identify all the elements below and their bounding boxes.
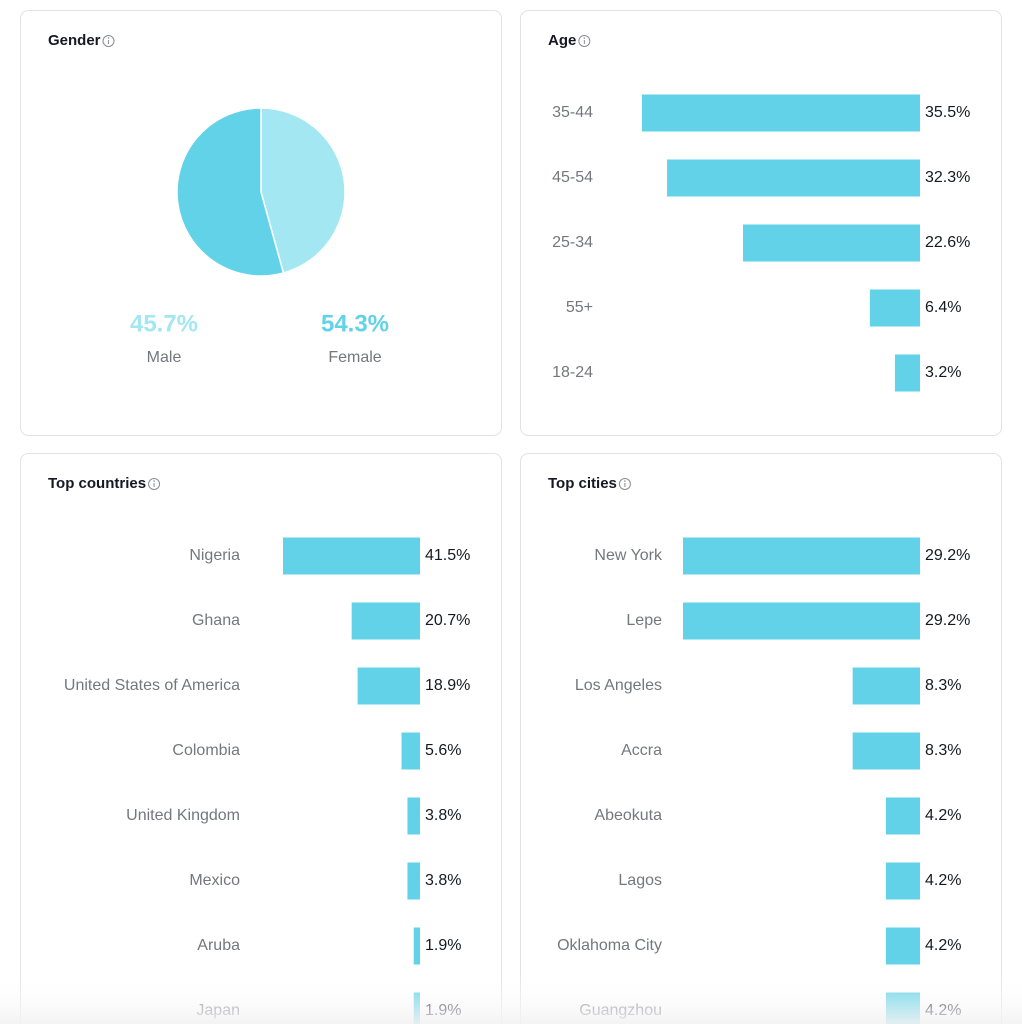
legend-label: Male <box>147 349 182 366</box>
card-title: Top cities <box>548 475 617 492</box>
value-label: 8.3% <box>925 677 961 694</box>
bar <box>743 224 920 262</box>
bar <box>683 602 920 640</box>
value-label: 1.9% <box>425 937 461 954</box>
value-label: 32.3% <box>925 169 970 186</box>
category-label: 25-34 <box>552 234 593 251</box>
bar <box>642 94 920 132</box>
category-label: Aruba <box>197 937 240 954</box>
value-label: 20.7% <box>425 612 470 629</box>
value-label: 29.2% <box>925 547 970 564</box>
info-icon-dot <box>624 480 626 482</box>
value-label: 3.2% <box>925 364 961 381</box>
value-label: 45.7% <box>130 310 198 337</box>
info-icon[interactable] <box>578 35 591 47</box>
value-label: 5.6% <box>425 742 461 759</box>
bar <box>351 602 420 640</box>
category-label: Abeokuta <box>594 807 662 824</box>
category-label: Ghana <box>192 612 240 629</box>
card <box>520 453 1002 1024</box>
bar <box>407 862 420 900</box>
category-label: United States of America <box>64 677 240 694</box>
category-label: 45-54 <box>552 169 593 186</box>
category-label: 35-44 <box>552 104 593 121</box>
scroll-fade <box>0 975 1022 1024</box>
info-icon-dot <box>583 37 586 39</box>
category-label: Mexico <box>189 872 240 889</box>
bar <box>407 797 420 835</box>
bar <box>683 537 920 575</box>
pie-slice <box>260 107 346 274</box>
value-label: 4.2% <box>925 872 961 889</box>
category-label: Colombia <box>172 742 240 759</box>
value-label: 18.9% <box>425 677 470 694</box>
bar <box>667 159 920 197</box>
legend-label: Female <box>328 349 381 366</box>
bar <box>869 289 920 327</box>
bar <box>852 732 920 770</box>
info-icon-dot <box>107 37 110 39</box>
value-label: 6.4% <box>925 299 961 316</box>
category-label: Lepe <box>626 612 662 629</box>
value-label: 4.2% <box>925 937 961 954</box>
category-label: 55+ <box>566 299 593 316</box>
category-label: Los Angeles <box>575 677 662 694</box>
value-label: 22.6% <box>925 234 970 251</box>
pie-slice <box>176 107 285 277</box>
category-label: Lagos <box>618 872 662 889</box>
card-title: Top countries <box>48 475 146 492</box>
value-label: 29.2% <box>925 612 970 629</box>
bar <box>357 667 420 705</box>
value-label: 35.5% <box>925 104 970 121</box>
card-title: Gender <box>48 32 101 49</box>
value-label: 8.3% <box>925 742 961 759</box>
bar <box>401 732 420 770</box>
value-label: 3.8% <box>425 807 461 824</box>
category-label: United Kingdom <box>126 807 240 824</box>
card-title: Age <box>548 32 576 49</box>
category-label: Oklahoma City <box>557 937 662 954</box>
bar <box>413 927 420 965</box>
info-icon[interactable] <box>618 478 631 490</box>
value-label: 4.2% <box>925 807 961 824</box>
value-label: 54.3% <box>321 310 389 337</box>
info-icon-dot <box>153 480 155 482</box>
info-icon[interactable] <box>102 35 115 47</box>
bar <box>894 354 920 392</box>
card <box>20 453 502 1024</box>
bar <box>885 927 920 965</box>
bar <box>885 862 920 900</box>
value-label: 41.5% <box>425 547 470 564</box>
bar <box>283 537 420 575</box>
info-icon[interactable] <box>148 478 161 490</box>
category-label: 18-24 <box>552 364 593 381</box>
category-label: New York <box>594 547 663 564</box>
category-label: Accra <box>621 742 662 759</box>
category-label: Nigeria <box>189 547 240 564</box>
charts: Gender 45.7% Male 54.3% Female Age 35-44 35.5% 4… <box>48 32 970 1024</box>
value-label: 3.8% <box>425 872 461 889</box>
bar <box>885 797 920 835</box>
bar <box>852 667 920 705</box>
